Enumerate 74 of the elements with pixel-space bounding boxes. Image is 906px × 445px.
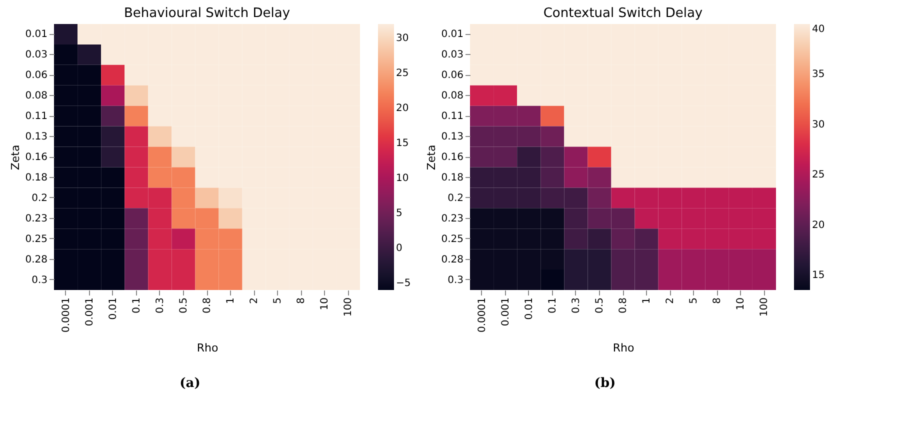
color-bar-label: 30 xyxy=(812,119,825,130)
x-tick-label: 0.1 xyxy=(131,298,142,314)
y-tick-label: 0.06 xyxy=(25,70,48,82)
color-bar-label: 10 xyxy=(396,173,409,184)
color-bar-label: 40 xyxy=(812,24,825,35)
y-tick-label: 0.25 xyxy=(441,234,464,245)
x-tick-label: 0.8 xyxy=(618,298,629,314)
x-tick-label: 0.3 xyxy=(570,298,582,314)
x-tick-label: 10 xyxy=(320,298,331,310)
x-tick-label: 1 xyxy=(642,298,653,304)
x-tick-label: 8 xyxy=(712,298,724,304)
y-tick-label: 0.3 xyxy=(448,274,464,286)
y-axis-title: Zeta xyxy=(9,144,22,170)
text: (a) xyxy=(180,376,202,391)
y-tick-label: 0.25 xyxy=(25,234,48,245)
y-tick-label: 0.01 xyxy=(25,29,48,40)
y-tick-label: 0.11 xyxy=(441,111,464,122)
x-axis-title: Rho xyxy=(196,341,218,354)
y-tick-label: 0.08 xyxy=(441,90,464,102)
x-tick-label: 100 xyxy=(759,298,770,317)
color-bar-label: 25 xyxy=(396,68,409,79)
x-tick-label: 0.5 xyxy=(178,298,190,314)
y-tick-label: 0.13 xyxy=(441,132,464,143)
y-tick-label: 0.13 xyxy=(25,132,48,143)
x-tick-label: 2 xyxy=(665,298,676,304)
x-tick-label: 0.5 xyxy=(594,298,606,314)
y-tick-label: 0.11 xyxy=(25,111,48,122)
y-tick-label: 0.23 xyxy=(25,213,48,224)
x-tick-label: 0.8 xyxy=(202,298,213,314)
x-tick-label: 0.001 xyxy=(500,298,512,326)
x-tick-label: 5 xyxy=(272,298,284,304)
y-tick-label: 0.03 xyxy=(25,50,48,61)
chart-title: Behavioural Switch Delay xyxy=(124,6,290,21)
y-tick-label: 0.2 xyxy=(448,192,464,204)
color-bar-label: 15 xyxy=(396,138,409,149)
y-tick-label: 0.03 xyxy=(441,50,464,61)
x-tick-label: 0.0001 xyxy=(476,298,488,332)
color-bar-label: 15 xyxy=(812,270,825,281)
x-tick-label: 5 xyxy=(688,298,700,304)
x-tick-label: 8 xyxy=(296,298,308,304)
color-bar-label: 5 xyxy=(396,208,402,219)
color-bar-label: 20 xyxy=(396,103,409,114)
y-tick-label: 0.18 xyxy=(25,172,48,184)
y-tick-label: 0.06 xyxy=(441,70,464,82)
x-tick-label: 0.3 xyxy=(154,298,166,314)
x-tick-label: 0.01 xyxy=(108,298,119,320)
text: (b) xyxy=(594,376,617,391)
color-bar-label: 20 xyxy=(812,220,825,231)
y-tick-label: 0.18 xyxy=(441,172,464,184)
color-bar-label: 30 xyxy=(396,33,409,44)
y-tick-label: 0.01 xyxy=(441,29,464,40)
x-tick-label: 10 xyxy=(736,298,747,310)
x-tick-label: 0.0001 xyxy=(60,298,72,332)
color-bar-label: 0 xyxy=(396,243,402,254)
y-axis-title: Zeta xyxy=(425,144,438,170)
y-tick-label: 0.08 xyxy=(25,90,48,102)
y-tick-label: 0.2 xyxy=(32,192,48,204)
y-tick-label: 0.3 xyxy=(32,274,48,286)
x-tick-label: 1 xyxy=(226,298,237,304)
y-tick-label: 0.16 xyxy=(25,152,48,163)
x-tick-label: 2 xyxy=(249,298,260,304)
x-tick-label: 100 xyxy=(343,298,354,317)
color-bar-label: 35 xyxy=(812,69,825,80)
x-tick-label: 0.001 xyxy=(84,298,96,326)
x-tick-label: 0.01 xyxy=(524,298,535,320)
chart-title: Contextual Switch Delay xyxy=(543,6,703,21)
x-axis-title: Rho xyxy=(612,341,634,354)
y-tick-label: 0.23 xyxy=(441,213,464,224)
y-tick-label: 0.28 xyxy=(441,254,464,266)
color-bar-label: −5 xyxy=(396,278,411,289)
y-tick-label: 0.16 xyxy=(441,152,464,163)
x-tick-label: 0.1 xyxy=(547,298,558,314)
color-bar-label: 25 xyxy=(812,170,825,181)
y-tick-label: 0.28 xyxy=(25,254,48,266)
